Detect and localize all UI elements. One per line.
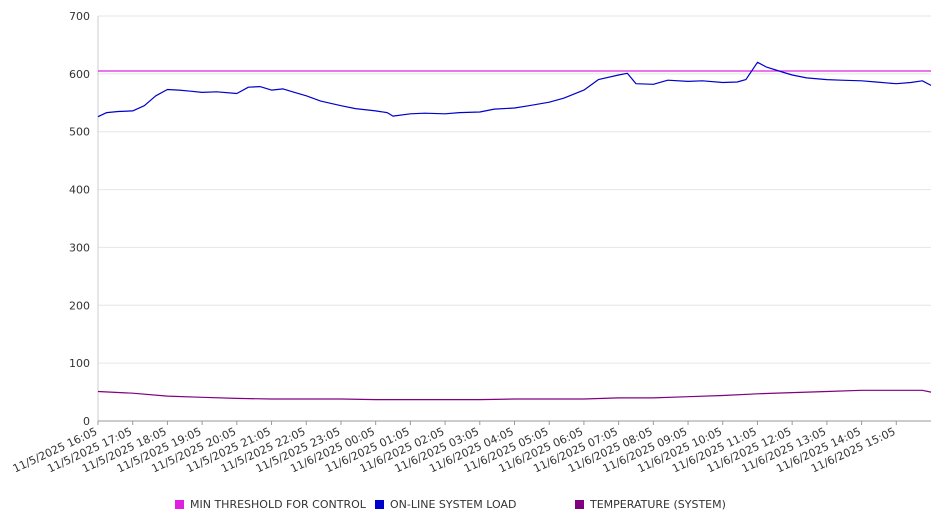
y-tick-label: 0 — [83, 415, 90, 428]
y-tick-label: 200 — [69, 299, 90, 312]
legend-label-min-threshold: MIN THRESHOLD FOR CONTROL — [190, 498, 366, 511]
legend-swatch-min-threshold — [175, 500, 184, 509]
legend-item-online-system-load[interactable]: ON-LINE SYSTEM LOAD — [375, 498, 516, 511]
legend-swatch-online-system-load — [375, 500, 384, 509]
y-tick-label: 300 — [69, 241, 90, 254]
series-line-on-line-system-load — [97, 61, 932, 118]
series-line-temperature-system — [97, 389, 932, 401]
legend-item-min-threshold[interactable]: MIN THRESHOLD FOR CONTROL — [175, 498, 366, 511]
legend-swatch-temperature-system — [575, 500, 584, 509]
y-tick-label: 700 — [69, 10, 90, 23]
y-tick-label: 600 — [69, 68, 90, 81]
chart-legend: MIN THRESHOLD FOR CONTROL ON-LINE SYSTEM… — [0, 498, 946, 514]
legend-label-temperature-system: TEMPERATURE (SYSTEM) — [590, 498, 726, 511]
legend-label-online-system-load: ON-LINE SYSTEM LOAD — [390, 498, 517, 511]
y-tick-label: 100 — [69, 357, 90, 370]
legend-item-temperature-system[interactable]: TEMPERATURE (SYSTEM) — [575, 498, 726, 511]
y-tick-label: 500 — [69, 126, 90, 139]
y-tick-label: 400 — [69, 184, 90, 197]
